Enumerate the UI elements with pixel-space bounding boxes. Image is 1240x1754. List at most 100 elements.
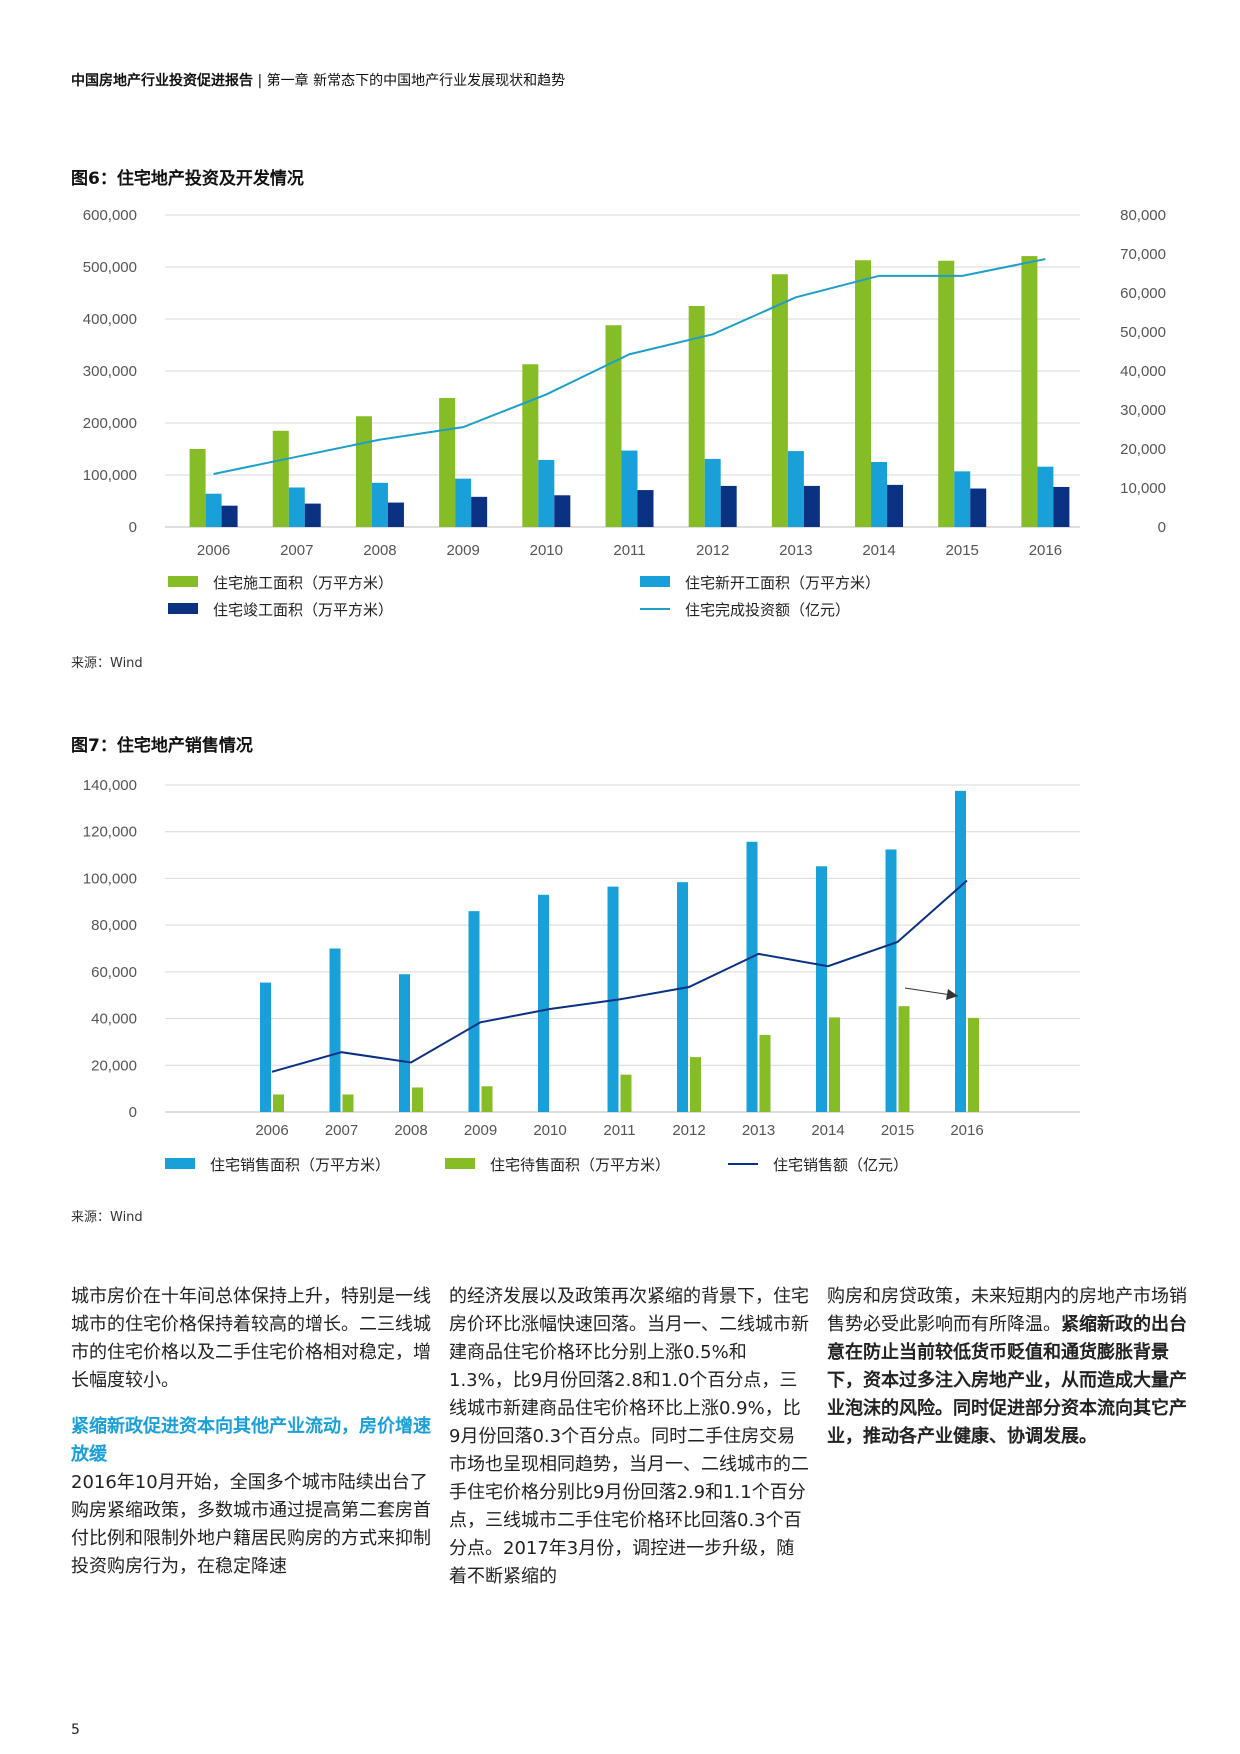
bar-completed — [471, 496, 488, 527]
y-right-tick-label: 80,000 — [1120, 207, 1166, 224]
y-tick-label: 100,000 — [83, 870, 137, 887]
y-tick-label: 140,000 — [83, 777, 137, 794]
y-tick-label: 40,000 — [91, 1011, 137, 1028]
annotation-arrowhead — [946, 989, 958, 1000]
paragraph: 2016年10月开始，全国多个城市陆续出台了购房紧缩政策，多数城市通过提高第二套… — [71, 1472, 431, 1577]
bar-new-start — [954, 471, 971, 527]
bar-new-start — [787, 451, 804, 527]
bar-sales-area — [746, 841, 758, 1112]
figure6-title: 图6：住宅地产投资及开发情况 — [71, 169, 304, 189]
y-tick-label: 80,000 — [91, 917, 137, 934]
y-right-tick-label: 50,000 — [1120, 324, 1166, 341]
x-tick-label: 2007 — [280, 542, 313, 559]
bar-sales-area — [260, 982, 271, 1112]
paragraph: 城市房价在十年间总体保持上升，特别是一线城市的住宅价格保持着较高的增长。二三线城… — [71, 1286, 431, 1391]
page-number: 5 — [71, 1722, 80, 1738]
bar-construction — [1021, 256, 1038, 527]
x-tick-label: 2012 — [696, 542, 729, 559]
bar-new-start — [288, 487, 305, 527]
x-tick-label: 2014 — [811, 1122, 844, 1139]
bar-completed — [304, 503, 321, 527]
chapter-title: 第一章 新常态下的中国地产行业发展现状和趋势 — [266, 73, 566, 89]
legend-swatch — [445, 1158, 475, 1169]
figure7-chart: 140,000 120,000 100,000 80,000 60,000 40,000 2… — [83, 777, 1080, 1174]
x-tick-label: 2014 — [862, 542, 895, 559]
bar-unsold-area — [273, 1094, 284, 1112]
legend-swatch — [165, 1158, 195, 1169]
bar-construction — [189, 449, 206, 527]
x-tick-label: 2010 — [530, 542, 563, 559]
x-tick-label: 2008 — [363, 542, 396, 559]
legend-swatch — [640, 576, 670, 587]
x-tick-label: 2011 — [613, 542, 645, 559]
legend-label: 住宅销售面积（万平方米） — [210, 1157, 390, 1174]
x-tick-label: 2013 — [742, 1122, 775, 1139]
y-tick-label: 120,000 — [83, 824, 137, 841]
bar-sales-area — [468, 911, 480, 1112]
bar-construction — [272, 430, 289, 527]
legend-label: 住宅竣工面积（万平方米） — [213, 602, 393, 619]
y-left-tick-label: 400,000 — [83, 311, 137, 328]
bar-new-start — [455, 478, 472, 527]
bar-construction — [938, 260, 955, 527]
y-right-tick-label: 70,000 — [1120, 246, 1166, 263]
bar-completed — [887, 484, 904, 527]
legend-label: 住宅施工面积（万平方米） — [213, 575, 393, 592]
legend-label: 住宅待售面积（万平方米） — [490, 1157, 670, 1174]
body-column-2: 的经济发展以及政策再次紧缩的背景下，住宅房价环比涨幅快速回落。当月一、二线城市新… — [449, 1283, 809, 1591]
x-tick-label: 2016 — [1029, 542, 1062, 559]
bar-completed — [970, 488, 987, 527]
x-tick-label: 2010 — [533, 1122, 566, 1139]
body-column-1: 城市房价在十年间总体保持上升，特别是一线城市的住宅价格保持着较高的增长。二三线城… — [71, 1283, 431, 1581]
legend-swatch — [168, 576, 198, 587]
bar-unsold-area — [759, 1034, 771, 1112]
bar-sales-area — [607, 886, 619, 1112]
bar-unsold-area — [620, 1074, 632, 1112]
bar-construction — [688, 306, 705, 527]
bar-sales-area — [677, 882, 688, 1112]
bar-sales-area — [816, 866, 827, 1112]
x-tick-label: 2008 — [394, 1122, 427, 1139]
bar-unsold-area — [481, 1086, 493, 1112]
bar-completed — [637, 490, 654, 527]
y-left-tick-label: 500,000 — [83, 259, 137, 276]
y-left-tick-label: 300,000 — [83, 363, 137, 380]
bar-new-start — [871, 462, 888, 527]
y-right-tick-label: 0 — [1158, 519, 1166, 536]
bar-unsold-area — [898, 1006, 910, 1112]
header-separator: | — [253, 73, 267, 89]
bar-unsold-area — [968, 1017, 979, 1112]
x-tick-label: 2011 — [603, 1122, 635, 1139]
y-tick-label: 20,000 — [91, 1057, 137, 1074]
x-tick-label: 2009 — [446, 542, 479, 559]
y-right-tick-label: 40,000 — [1120, 363, 1166, 380]
figure7-source: 来源：Wind — [71, 1210, 143, 1225]
bar-construction — [771, 274, 788, 527]
x-tick-label: 2007 — [325, 1122, 358, 1139]
x-tick-label: 2009 — [464, 1122, 497, 1139]
y-right-tick-label: 60,000 — [1120, 285, 1166, 302]
bar-completed — [387, 502, 404, 527]
bar-unsold-area — [690, 1057, 701, 1112]
legend-label: 住宅新开工面积（万平方米） — [685, 575, 880, 592]
x-tick-label: 2016 — [950, 1122, 983, 1139]
bar-unsold-area — [412, 1087, 423, 1112]
y-left-tick-label: 600,000 — [83, 207, 137, 224]
bar-completed — [1053, 486, 1070, 527]
y-tick-label: 60,000 — [91, 964, 137, 981]
legend-label: 住宅销售额（亿元） — [773, 1157, 908, 1174]
section-subheading: 紧缩新政促进资本向其他产业流动，房价增速放缓 — [71, 1416, 431, 1465]
legend-swatch — [168, 603, 198, 614]
bar-completed — [720, 485, 737, 527]
paragraph-bold: 紧缩新政的出台意在防止当前较低货币贬值和通货膨胀背景下，资本过多注入房地产业，从… — [827, 1314, 1187, 1447]
paragraph: 购房和房贷政策，未来短期内的房地产市场销售势必受此影响而有所降温。紧缩新政的出台… — [827, 1283, 1187, 1451]
y-right-tick-label: 10,000 — [1120, 480, 1166, 497]
figure7-title: 图7：住宅地产销售情况 — [71, 736, 253, 756]
bar-sales-area — [329, 948, 341, 1112]
bar-new-start — [621, 450, 638, 527]
bar-construction — [439, 398, 456, 527]
bar-construction — [855, 260, 872, 527]
bar-unsold-area — [829, 1017, 840, 1112]
bar-sales-area — [538, 894, 549, 1112]
bar-sales-area — [399, 974, 410, 1112]
